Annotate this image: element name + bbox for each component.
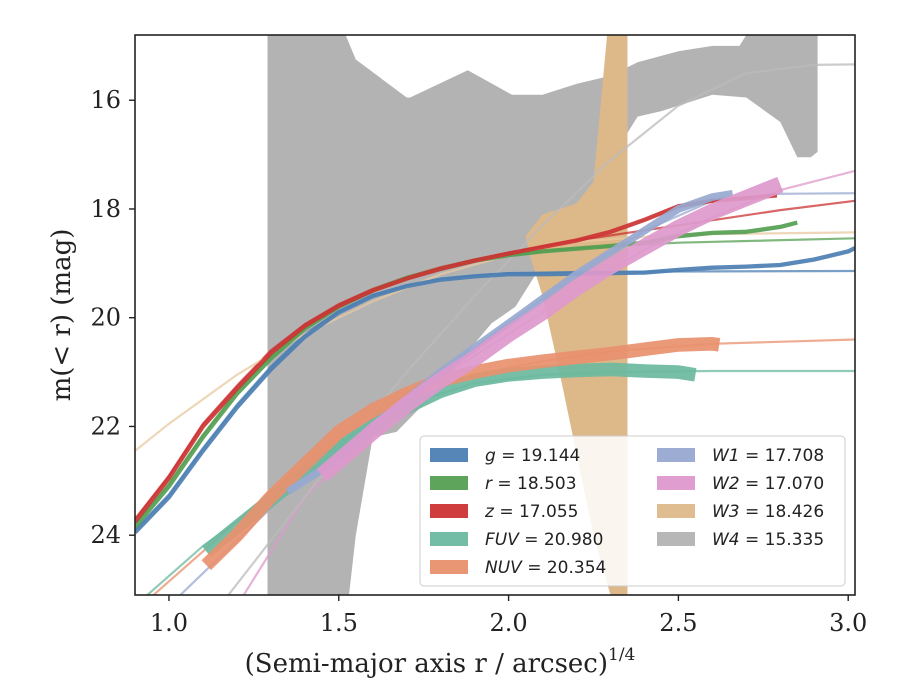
series-layer — [135, 176, 855, 570]
legend-label: W1 = 17.708 — [712, 446, 824, 466]
legend-swatch — [657, 504, 695, 518]
x-tick-label: 2.0 — [489, 609, 527, 637]
legend: g = 19.144 r = 18.503 z = 17.055 FUV = 20.9… — [419, 435, 846, 587]
x-tick-label: 1.5 — [320, 609, 358, 637]
legend-swatch — [657, 532, 695, 546]
legend-item-r: r = 18.503 — [430, 474, 577, 494]
legend-swatch — [430, 476, 468, 490]
series-g — [135, 246, 855, 534]
legend-item-w3: W3 = 18.426 — [657, 502, 824, 522]
legend-swatch — [430, 504, 468, 518]
legend-box — [419, 435, 846, 587]
legend-label: g = 19.144 — [485, 446, 580, 466]
plot-frame — [134, 34, 856, 596]
legend-swatch — [657, 476, 695, 490]
series-nuv — [201, 337, 721, 570]
y-tick-label: 18 — [90, 195, 121, 223]
y-tick-label: 22 — [90, 412, 121, 440]
legend-item-z: z = 17.055 — [430, 502, 578, 522]
x-tick-label: 3.0 — [829, 609, 867, 637]
legend-item-w4: W4 = 15.335 — [657, 530, 824, 550]
axis-ticks: 1.0 1.5 2.0 2.5 3.0 16 18 20 22 24 — [90, 86, 867, 637]
y-tick-label: 20 — [90, 304, 121, 332]
x-axis-label: (Semi-major axis r / arcsec)1/4 — [245, 645, 636, 679]
legend-item-g: g = 19.144 — [430, 446, 580, 466]
legend-swatch — [430, 532, 468, 546]
legend-item-w1: W1 = 17.708 — [657, 446, 824, 466]
x-axis-label-exponent: 1/4 — [608, 645, 635, 665]
legend-swatch — [430, 560, 468, 574]
legend-label: W2 = 17.070 — [712, 474, 824, 494]
legend-label: r = 18.503 — [485, 474, 577, 494]
legend-label: FUV = 20.980 — [485, 530, 603, 550]
legend-item-nuv: NUV = 20.354 — [430, 558, 606, 578]
legend-label: NUV = 20.354 — [485, 558, 606, 578]
y-axis-label: m(< r) (mag) — [47, 229, 77, 402]
x-tick-label: 1.0 — [150, 609, 188, 637]
legend-swatch — [430, 448, 468, 462]
band-w4 — [267, 35, 818, 595]
legend-label: z = 17.055 — [484, 502, 578, 522]
y-tick-label: 16 — [90, 86, 121, 114]
legend-label: W3 = 18.426 — [712, 502, 824, 522]
legend-item-fuv: FUV = 20.980 — [430, 530, 603, 550]
fit-curve-w4 — [227, 63, 855, 595]
legend-label: W4 = 15.335 — [712, 530, 824, 550]
legend-item-w2: W2 = 17.070 — [657, 474, 824, 494]
x-axis-label-text: (Semi-major axis r / arcsec) — [245, 649, 608, 679]
x-tick-label: 2.5 — [659, 609, 697, 637]
series-w2 — [316, 176, 784, 482]
legend-swatch — [657, 448, 695, 462]
y-tick-label: 24 — [90, 521, 121, 549]
svg-text:(Semi-major axis r / arcsec)1/: (Semi-major axis r / arcsec)1/4 — [245, 645, 636, 679]
